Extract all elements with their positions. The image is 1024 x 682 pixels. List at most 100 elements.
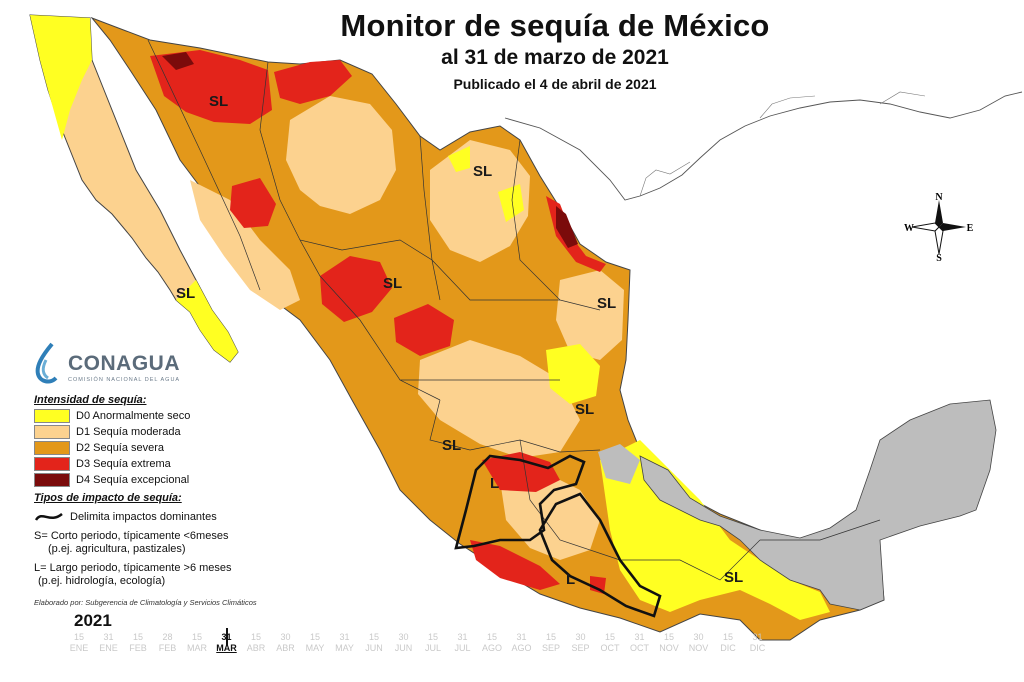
timeline-tick-day: 31 — [339, 632, 350, 642]
label-sl-veracruz: SL — [575, 401, 594, 418]
timeline-tick: 15 AGO — [479, 632, 505, 653]
timeline-tick-month: AGO — [481, 643, 502, 653]
legend-label-d3: D3 Sequía extrema — [76, 458, 171, 470]
timeline-tick-day: 15 — [73, 632, 84, 642]
timeline-tick-month: SEP — [541, 643, 560, 653]
timeline-tick-month: MAR — [216, 643, 237, 653]
timeline-year: 2021 — [74, 611, 112, 630]
impact-line-legend: Delimita impactos dominantes — [34, 510, 314, 524]
timeline-tick-day: 15 — [427, 632, 438, 642]
timeline-tick-day: 15 — [722, 632, 733, 642]
timeline-tick-day: 31 — [634, 632, 645, 642]
label-sl-chiapas: SL — [724, 569, 743, 586]
timeline-tick: 30 JUN — [391, 632, 417, 653]
timeline-tick: 31 JUL — [450, 632, 476, 653]
conagua-logo: CONAGUA COMISIÓN NACIONAL DEL AGUA — [32, 342, 202, 390]
timeline-current-marker — [225, 628, 228, 646]
legend-item-d1: D1 Sequía moderada — [34, 424, 294, 440]
d1-tamaulipas — [556, 270, 624, 360]
drought-legend: Intensidad de sequía: D0 Anormalmente se… — [34, 394, 294, 488]
timeline-tick: 15 MAR — [184, 632, 210, 653]
timeline-tick-day: 15 — [368, 632, 379, 642]
publication-date: Publicado el 4 de abril de 2021 — [453, 76, 657, 92]
map-date: al 31 de marzo de 2021 — [441, 46, 669, 69]
timeline-tick-month: SEP — [571, 643, 590, 653]
timeline-tick-month: DIC — [749, 643, 766, 653]
d1-west — [190, 180, 300, 310]
timeline-tick-month: DIC — [720, 643, 736, 653]
label-l-michoacan: L — [490, 475, 499, 492]
timeline-tick-month: JUL — [424, 643, 441, 653]
d1-center — [418, 340, 580, 458]
timeline-tick-day: 28 — [162, 632, 173, 642]
timeline-tick: 15 MAY — [302, 632, 328, 653]
label-sl-sonora: SL — [209, 93, 228, 110]
legend-swatch-d2 — [34, 441, 70, 455]
timeline-tick-day: 15 — [309, 632, 320, 642]
timeline-tick-month: ENE — [99, 643, 118, 653]
timeline-tick: 31 DIC — [745, 632, 771, 653]
impacts-header: Tipos de impacto de sequía: — [34, 492, 182, 504]
timeline-tick: 31 AGO — [509, 632, 535, 653]
label-sl-jalisco: SL — [442, 437, 461, 454]
compass-w: W — [904, 223, 914, 234]
no-drought-center — [598, 444, 640, 484]
timeline-tick-day: 31 — [457, 632, 468, 642]
long-term-text: L= Largo periodo, típicamente >6 meses — [34, 562, 232, 574]
compass-n: N — [935, 192, 943, 203]
d3-zacatecas — [394, 304, 454, 356]
d3-michoacan — [482, 452, 560, 492]
short-term-text: S= Corto periodo, típicamente <6meses — [34, 530, 229, 542]
d0-veracruz — [546, 344, 600, 404]
timeline-tick: 15 SEP — [538, 632, 564, 653]
impact-types-legend: Tipos de impacto de sequía: Delimita imp… — [34, 492, 314, 588]
d1-north — [286, 96, 396, 214]
impact-boundary-south — [538, 492, 662, 618]
legend-item-d2: D2 Sequía severa — [34, 440, 294, 456]
timeline-tick-day: 15 — [132, 632, 143, 642]
timeline-tick-month: JUN — [394, 643, 413, 653]
timeline-tick-day: 15 — [545, 632, 556, 642]
impact-line-icon — [34, 512, 63, 521]
water-drop-icon — [35, 342, 58, 384]
timeline-tick: 31 MAY — [332, 632, 358, 653]
timeline-tick-month: MAR — [187, 643, 207, 653]
d3-oaxaca — [590, 576, 606, 594]
legend-item-d0: D0 Anormalmente seco — [34, 408, 294, 424]
timeline-tick-month: MAY — [335, 643, 354, 653]
timeline-tick-month: OCT — [600, 643, 620, 653]
conagua-logo-text: CONAGUA — [68, 352, 180, 375]
timeline-tick-day: 15 — [191, 632, 202, 642]
timeline-tick: 15 NOV — [656, 632, 682, 653]
impact-line-label: Delimita impactos dominantes — [70, 511, 217, 523]
timeline-tick-day: 31 — [103, 632, 114, 642]
timeline-tick-day: 30 — [693, 632, 704, 642]
timeline-tick: 15 OCT — [597, 632, 623, 653]
baja-d0 — [30, 15, 238, 362]
compass-e: E — [967, 223, 974, 234]
timeline-tick-month: MAY — [305, 643, 325, 653]
conagua-logo-subtitle: COMISIÓN NACIONAL DEL AGUA — [68, 377, 181, 383]
legend-item-d3: D3 Sequía extrema — [34, 456, 294, 472]
timeline-tick: 15 FEB — [125, 632, 151, 653]
short-term-example: (p.ej. agricultura, pastizales) — [48, 543, 186, 555]
timeline-tick-day: 31 — [516, 632, 527, 642]
d3-chihuahua-north — [274, 60, 352, 104]
label-sl-baja: SL — [176, 285, 195, 302]
label-sl-durango: SL — [383, 275, 402, 292]
timeline-tick: 31 ENE — [96, 632, 122, 653]
legend-label-d4: D4 Sequía excepcional — [76, 474, 190, 486]
timeline-tick-day: 15 — [663, 632, 674, 642]
timeline-tick-month: JUN — [365, 643, 383, 653]
timeline-tick-month: ABR — [276, 643, 295, 653]
timeline-tick-month: FEB — [158, 643, 177, 653]
timeline-tick-month: FEB — [129, 643, 147, 653]
label-sl-tamaulipas: SL — [597, 295, 616, 312]
timeline-tick-month: NOV — [688, 643, 709, 653]
timeline-tick-day: 15 — [250, 632, 261, 642]
d3-guerrero — [470, 540, 560, 590]
legend-swatch-d3 — [34, 457, 70, 471]
d4-sonora — [162, 52, 194, 70]
timeline-tick-month: NOV — [659, 643, 679, 653]
